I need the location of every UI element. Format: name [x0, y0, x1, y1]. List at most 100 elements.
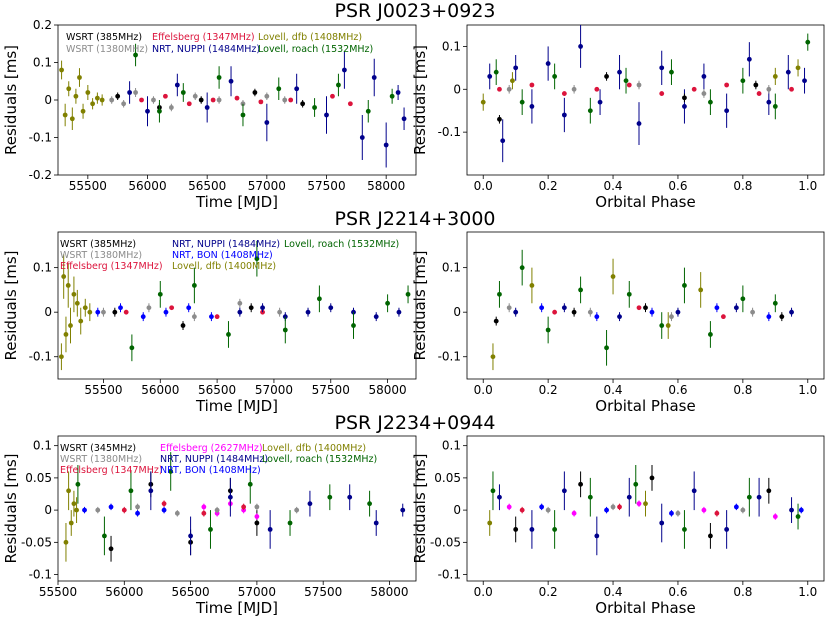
y-tick-label: -0.05 [430, 535, 461, 549]
x-tick-label: 0.4 [603, 585, 622, 599]
legend-entry: Lovell, dfb (1400MHz) [172, 261, 276, 272]
data-point [779, 314, 785, 320]
data-series [148, 471, 406, 556]
data-point [665, 323, 671, 328]
x-tick-label: 55500 [69, 179, 107, 193]
data-point [659, 520, 665, 526]
data-point [276, 86, 282, 92]
data-point [192, 93, 198, 99]
data-point [174, 510, 180, 516]
data-point [112, 309, 118, 315]
data-point [708, 99, 713, 105]
x-tick-label: 56000 [128, 179, 166, 193]
x-tick-label: 0.0 [474, 585, 493, 599]
data-point [714, 510, 720, 516]
data-point [675, 309, 681, 315]
data-point [135, 510, 140, 516]
data-point [59, 67, 64, 73]
data-point [208, 527, 213, 532]
data-point [307, 501, 313, 507]
data-point [168, 469, 174, 474]
data-point [561, 305, 567, 311]
data-point [487, 74, 493, 79]
data-point [359, 135, 365, 140]
data-point [724, 82, 730, 88]
x-axis-label: Orbital Phase [595, 599, 695, 617]
data-point [682, 283, 687, 288]
data-point [698, 287, 704, 293]
data-point [401, 116, 407, 122]
data-point [675, 510, 681, 516]
data-point [148, 488, 154, 494]
x-tick-label: 0.2 [539, 383, 558, 397]
x-tick-label: 55500 [84, 383, 122, 397]
data-point [74, 300, 80, 306]
y-tick-label: -0.05 [21, 535, 52, 549]
data-point [617, 314, 622, 320]
data-point [669, 314, 674, 320]
y-axis-label: Residuals [ms] [2, 453, 20, 563]
data-series [487, 490, 648, 536]
data-point [68, 520, 74, 526]
data-point [277, 309, 283, 315]
data-series [95, 503, 300, 517]
data-point [766, 488, 772, 494]
data-point [69, 116, 75, 122]
data-series [75, 452, 372, 556]
legend-entry: WSRT (1380MHz) [60, 454, 142, 465]
data-point [506, 504, 512, 510]
data-point [214, 314, 220, 320]
data-point [561, 488, 567, 494]
y-axis-label: Residuals [ms] [411, 45, 429, 155]
x-tick-label: 56500 [188, 179, 226, 193]
x-tick-label: 58000 [370, 585, 408, 599]
plot-panel: 0.0 0.2 0.4 0.6 0.8 1.0 -0.1 0 0.1 Orbital Phase R… [411, 24, 825, 211]
data-series [513, 465, 772, 549]
data-point [597, 99, 603, 105]
data-point [109, 97, 115, 103]
data-point [733, 305, 739, 311]
data-series [497, 72, 759, 124]
x-tick-label: 57500 [307, 179, 345, 193]
data-point [701, 91, 707, 96]
data-point [186, 305, 192, 311]
y-tick-label: 0 [44, 305, 52, 319]
data-point [140, 314, 146, 320]
data-series [101, 298, 283, 322]
data-point [513, 65, 519, 71]
data-point [59, 354, 64, 360]
axes-frame [57, 435, 417, 582]
y-tick-label: 0.1 [33, 439, 52, 453]
x-axis-label: Orbital Phase [595, 397, 695, 415]
data-point [519, 265, 525, 271]
data-point [766, 99, 772, 105]
data-series [121, 500, 247, 517]
data-point [82, 305, 88, 311]
data-point [490, 354, 496, 360]
data-point [691, 86, 697, 92]
data-point [95, 309, 101, 315]
data-point [389, 93, 395, 99]
data-point [552, 527, 558, 532]
y-tick-label: 0 [453, 82, 461, 96]
legend-entry: WSRT (1380MHz) [66, 44, 148, 55]
y-tick-label: -0.1 [438, 350, 461, 364]
chart-title: PSR J0023+0923 [335, 0, 496, 22]
data-point [351, 323, 356, 328]
x-tick-label: 0.0 [474, 383, 493, 397]
data-point [561, 91, 567, 96]
y-tick-label: 0 [44, 503, 52, 517]
data-point [66, 488, 72, 494]
data-point [74, 507, 79, 513]
data-point [121, 507, 127, 513]
data-point [617, 504, 622, 510]
data-point [506, 305, 512, 311]
data-point [127, 90, 132, 95]
data-point [594, 86, 600, 92]
data-point [327, 494, 333, 500]
data-point [740, 78, 746, 84]
data-point [294, 507, 300, 513]
data-point [328, 305, 334, 311]
data-point [128, 488, 134, 494]
x-axis-label: Orbital Phase [595, 193, 695, 211]
